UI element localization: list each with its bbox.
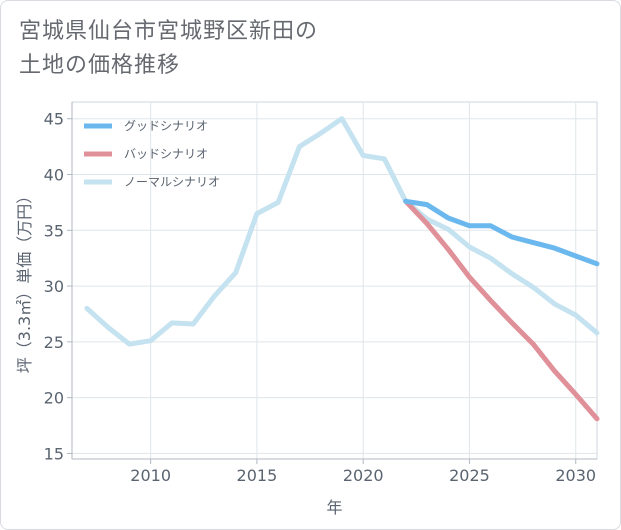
y-tick-label: 40 bbox=[44, 166, 64, 185]
series-line-1 bbox=[403, 198, 600, 267]
legend-label: グッドシナリオ bbox=[124, 119, 208, 133]
chart-title-line-2: 土地の価格推移 bbox=[19, 53, 181, 78]
chart-title: 宮城県仙台市宮城野区新田の 土地の価格推移 bbox=[19, 15, 318, 83]
y-axis-title: 坪（3.3㎡）単価（万円） bbox=[15, 188, 34, 373]
y-tick-label: 30 bbox=[44, 277, 64, 296]
series-line-2 bbox=[403, 198, 600, 422]
y-tick-label: 20 bbox=[44, 389, 64, 408]
series-line-3 bbox=[84, 116, 600, 347]
x-tick-label: 2030 bbox=[555, 466, 596, 485]
x-tick-label: 2015 bbox=[237, 466, 278, 485]
x-tick-label: 2025 bbox=[449, 466, 490, 485]
y-tick-label: 25 bbox=[44, 333, 64, 352]
chart-title-line-1: 宮城県仙台市宮城野区新田の bbox=[19, 19, 319, 44]
x-tick-label: 2020 bbox=[343, 466, 384, 485]
y-tick-label: 35 bbox=[44, 221, 64, 240]
legend-label: ノーマルシナリオ bbox=[124, 175, 220, 189]
legend-label: バッドシナリオ bbox=[124, 147, 208, 161]
x-axis-title: 年 bbox=[326, 498, 342, 517]
y-tick-label: 45 bbox=[44, 110, 64, 129]
y-tick-label: 15 bbox=[44, 444, 64, 463]
x-tick-label: 2010 bbox=[130, 466, 171, 485]
